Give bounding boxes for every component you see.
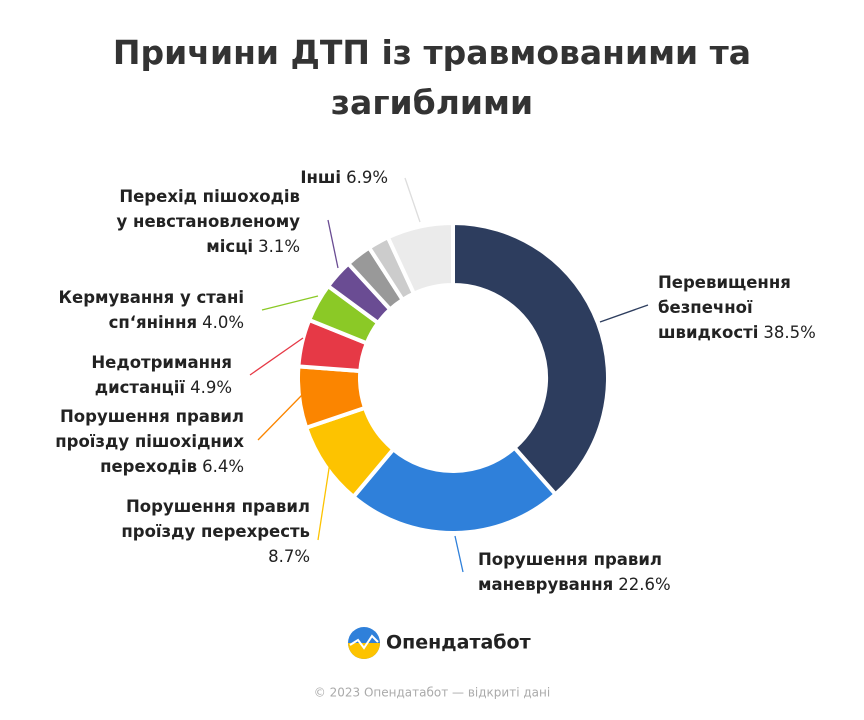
leader-line (404, 177, 421, 223)
leader-line (249, 337, 304, 376)
value-label: 4.9% (190, 378, 232, 397)
leader-line (257, 394, 303, 441)
label-line: Кермування у стані (59, 288, 244, 307)
value-label: 6.9% (346, 168, 388, 187)
brand: Опендатабот (386, 632, 531, 654)
value-label: 8.7% (268, 547, 310, 566)
label-line: переходів (100, 457, 197, 476)
label-line: місці (206, 237, 253, 256)
label-line: Порушення правил (478, 550, 662, 569)
leader-line (599, 304, 649, 323)
label-line: маневрування (478, 575, 613, 594)
label-line: проїзду перехресть (121, 522, 310, 541)
label-line: сп‘яніння (109, 313, 198, 332)
leader-line (454, 535, 464, 573)
label-line: Порушення правил (60, 407, 244, 426)
value-label: 38.5% (763, 323, 815, 342)
label-line: Порушення правил (126, 497, 310, 516)
value-label: 3.1% (258, 237, 300, 256)
label-line: у невстановленому (117, 212, 301, 231)
slice-label: Порушення правил проїзду перехресть 8.7% (121, 497, 310, 566)
leader-line (317, 461, 331, 541)
slice-label: Недотримання дистанції 4.9% (91, 353, 232, 397)
label-line: Перехід пішоходів (119, 187, 300, 206)
footer: © 2023 Опендатабот — відкриті дані (314, 686, 550, 700)
slice-label: Порушення правил проїзду пішохідних перехо… (55, 407, 244, 476)
slice-label: Інші 6.9% (300, 168, 388, 187)
slice (385, 221, 455, 296)
label-line: Перевищення (658, 273, 791, 292)
slice-label: Перевищення безпечної швидкості 38.5% (658, 273, 816, 342)
label-line: швидкості (658, 323, 758, 342)
label-line: Недотримання (91, 353, 232, 372)
logo (348, 627, 380, 659)
leader-line (327, 219, 339, 269)
label-line: дистанції (95, 378, 186, 397)
label-line: Інші (300, 168, 341, 187)
slice-label: Перехід пішоходів у невстановленому місці 3… (117, 187, 301, 256)
value-label: 22.6% (618, 575, 670, 594)
chart-title: Причини ДТП із травмованими та загиблими (112, 33, 752, 122)
leader-line (261, 295, 319, 311)
value-label: 6.4% (202, 457, 244, 476)
slice (351, 445, 558, 535)
value-label: 4.0% (202, 313, 244, 332)
label-line: проїзду пішохідних (55, 432, 244, 451)
label-line: безпечної (658, 298, 753, 317)
slice-label: Кермування у стані сп‘яніння 4.0% (59, 288, 244, 332)
slice (451, 221, 610, 497)
slice-label: Порушення правил маневрування 22.6% (478, 550, 671, 594)
